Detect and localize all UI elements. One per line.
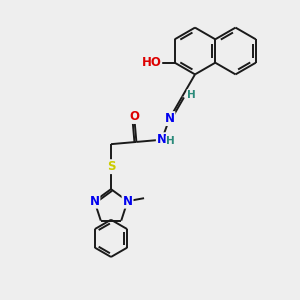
- Text: H: H: [188, 90, 196, 100]
- Text: O: O: [130, 110, 140, 123]
- Text: N: N: [89, 195, 100, 208]
- Text: N: N: [122, 195, 133, 208]
- Text: H: H: [167, 136, 175, 146]
- Text: N: N: [164, 112, 175, 125]
- Text: N: N: [157, 133, 167, 146]
- Text: S: S: [107, 160, 115, 173]
- Text: HO: HO: [141, 56, 161, 69]
